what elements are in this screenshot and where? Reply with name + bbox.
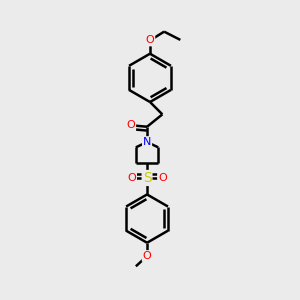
Text: O: O xyxy=(143,251,152,261)
Text: O: O xyxy=(158,173,167,183)
Text: O: O xyxy=(127,120,135,130)
Text: O: O xyxy=(128,173,136,183)
Text: N: N xyxy=(143,137,151,147)
Text: O: O xyxy=(146,35,154,46)
Text: S: S xyxy=(143,171,152,185)
